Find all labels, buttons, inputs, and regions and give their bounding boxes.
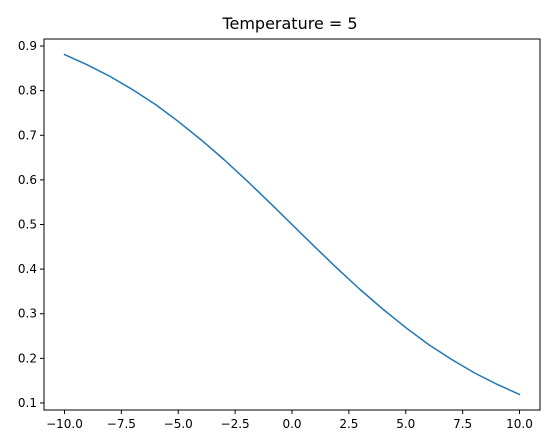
y-tick-label: 0.4 <box>18 262 37 276</box>
x-tick-label: 0.0 <box>282 417 301 431</box>
x-tick-label: 7.5 <box>453 417 472 431</box>
data-point <box>359 289 361 291</box>
data-point <box>314 246 316 248</box>
y-tick-label: 0.9 <box>18 39 37 53</box>
x-tick-label: 2.5 <box>339 417 358 431</box>
data-point <box>200 139 202 141</box>
data-point <box>291 223 293 226</box>
data-point <box>496 383 498 385</box>
data-point <box>177 120 179 123</box>
data-point <box>268 201 270 203</box>
data-point <box>245 179 248 181</box>
data-point <box>473 372 475 374</box>
data-point <box>518 393 521 396</box>
data-point <box>336 268 339 270</box>
x-tick-label: 5.0 <box>396 417 415 431</box>
plot-area <box>63 53 521 396</box>
data-point <box>86 64 88 66</box>
data-point <box>450 358 452 360</box>
y-tick-label: 0.7 <box>18 128 37 142</box>
y-tick-label: 0.2 <box>18 351 37 365</box>
y-tick-label: 0.8 <box>18 84 37 98</box>
y-tick-label: 0.3 <box>18 307 37 321</box>
x-tick-label: −7.5 <box>107 417 136 431</box>
data-point <box>405 326 407 329</box>
x-tick-label: −2.5 <box>221 417 250 431</box>
y-tick-label: 0.6 <box>18 173 37 187</box>
x-tick-label: −5.0 <box>164 417 193 431</box>
chart-title: Temperature = 5 <box>221 14 357 33</box>
y-tick-label: 0.5 <box>18 218 37 232</box>
data-point <box>223 158 225 160</box>
data-point <box>427 343 430 346</box>
x-axis: −10.0 −7.5 −5.0 −2.5 0.0 2.5 5.0 7.5 10.0 <box>46 410 533 431</box>
y-tick-label: 0.1 <box>18 396 37 410</box>
data-point <box>109 75 111 77</box>
data-point <box>63 53 66 56</box>
data-point <box>382 308 384 310</box>
axes-frame <box>43 38 541 411</box>
x-tick-label: −10.0 <box>46 417 83 431</box>
data-point <box>132 89 134 91</box>
x-tick-label: 10.0 <box>506 417 533 431</box>
data-point <box>154 103 157 106</box>
y-axis: 0.1 0.2 0.3 0.4 0.5 0.6 0.7 0.8 0.9 <box>18 39 44 410</box>
